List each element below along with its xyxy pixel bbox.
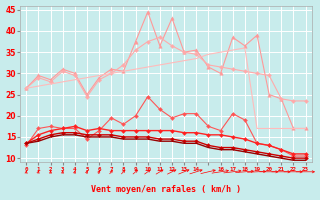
- X-axis label: Vent moyen/en rafales ( km/h ): Vent moyen/en rafales ( km/h ): [91, 185, 241, 194]
